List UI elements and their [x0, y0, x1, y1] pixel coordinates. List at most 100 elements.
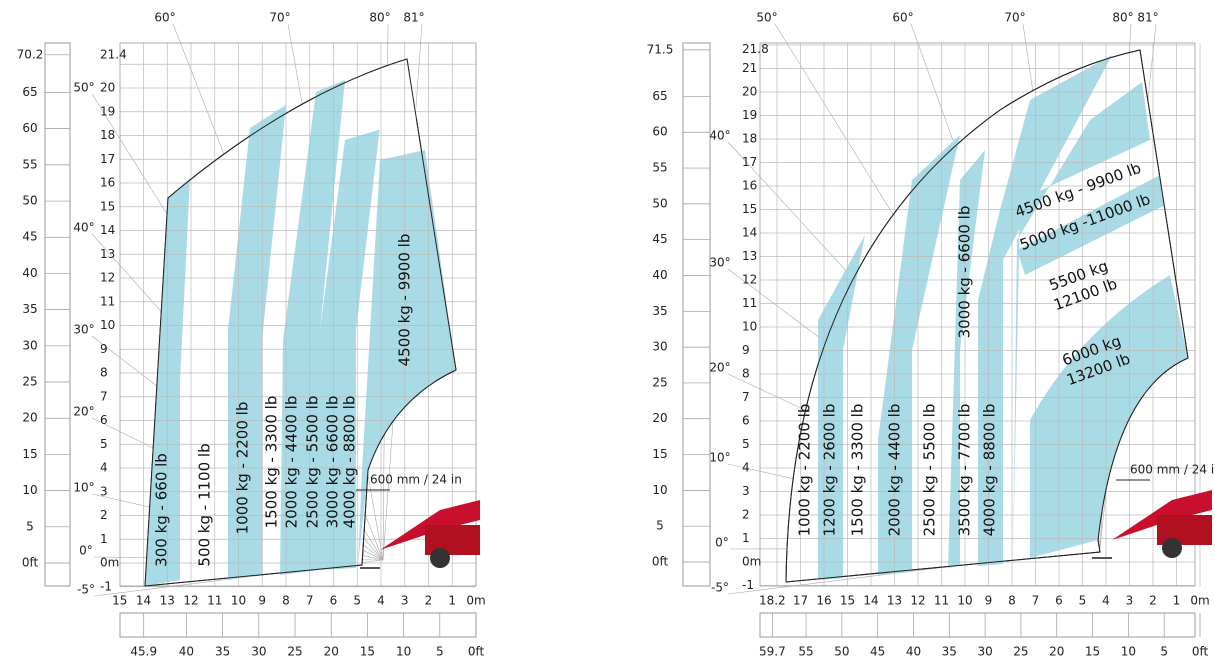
reach-ft-label: 20	[1049, 645, 1064, 659]
height-m-label: 3	[742, 484, 750, 498]
height-m-label: 21.8	[742, 42, 769, 56]
load-label: 3500 kg - 7700 lb	[956, 404, 974, 537]
load-label: 1000 kg - 2200 lb	[796, 404, 814, 537]
height-m-label: 2	[742, 508, 750, 522]
clearance-label: 600 mm / 24 in	[1130, 463, 1215, 477]
reach-ft-label: 40	[179, 645, 194, 659]
height-m-label: 8	[742, 367, 750, 381]
height-m-label: 11	[742, 296, 757, 310]
reach-ft-label: 5	[436, 645, 444, 659]
reach-ft-label: 35	[942, 645, 957, 659]
height-m-label: 5	[742, 437, 750, 451]
height-m-label: 21	[742, 61, 757, 75]
angle-label: 0°	[79, 544, 93, 558]
height-ft-label: 15	[652, 447, 667, 461]
angle-label: 30°	[73, 323, 94, 337]
reach-feet-scale	[119, 612, 477, 638]
grid-frame	[119, 42, 477, 587]
load-zone	[228, 105, 286, 580]
height-m-label: 13	[100, 247, 115, 261]
envelope-outline	[144, 58, 457, 587]
reach-m-label: 12	[183, 594, 198, 608]
machine-wheel	[430, 548, 450, 568]
load-zone	[878, 135, 960, 575]
reach-ft-label: 15	[1085, 645, 1100, 659]
reach-m-label: 4	[1102, 594, 1110, 608]
reach-m-label: 11	[207, 594, 222, 608]
machine-body	[425, 525, 480, 555]
reach-m-label: 9	[985, 594, 993, 608]
height-ft-label: 40	[652, 268, 667, 282]
reach-m-label: 16	[816, 594, 831, 608]
reach-ft-label: 15	[360, 645, 375, 659]
reach-m-label: 1	[448, 594, 456, 608]
load-label: 2500 kg - 5500 lb	[304, 396, 322, 529]
height-m-label: 21.4	[100, 47, 127, 61]
height-m-label: 3	[100, 484, 108, 498]
angle-label: 40°	[73, 221, 94, 235]
height-m-label: 4	[100, 461, 108, 475]
reach-ft-label: 5	[1160, 645, 1168, 659]
reach-ft-label: 55	[798, 645, 813, 659]
height-ft-label: 71.5	[647, 42, 674, 56]
height-m-label: 1	[100, 532, 108, 546]
load-zone	[978, 55, 1112, 566]
height-m-label: 2	[100, 508, 108, 522]
angle-label: 20°	[709, 361, 730, 375]
load-label: 1500 kg - 3300 lb	[849, 404, 867, 537]
load-label: 1000 kg - 2200 lb	[234, 402, 252, 535]
load-zone	[948, 150, 985, 568]
clearance-label: 600 mm / 24 in	[370, 473, 462, 487]
machine-body	[1157, 515, 1212, 545]
feet-scale	[682, 42, 711, 587]
reach-ft-label: 0ft	[468, 645, 485, 659]
reach-m-label: 9	[258, 594, 266, 608]
height-ft-label: 35	[22, 302, 37, 316]
height-m-label: 9	[100, 342, 108, 356]
reach-ft-label: 30	[977, 645, 992, 659]
reach-m-label: 0m	[1190, 594, 1209, 608]
angle-label: 10°	[73, 481, 94, 495]
height-ft-label: 0ft	[652, 555, 669, 569]
height-m-label: 6	[742, 414, 750, 428]
angle-label: 70°	[1004, 11, 1025, 25]
height-m-label: -1	[100, 579, 112, 593]
height-m-label: 13	[742, 249, 757, 263]
envelope-outline	[785, 49, 1189, 583]
load-label: 300 kg - 660 lb	[153, 453, 171, 567]
height-ft-label: 15	[22, 447, 37, 461]
reach-m-label: 0m	[466, 594, 485, 608]
load-zone	[1017, 175, 1165, 275]
load-zone	[280, 80, 345, 575]
reach-ft-label: 25	[287, 645, 302, 659]
angle-label: 30°	[709, 256, 730, 270]
reach-ft-label: 30	[251, 645, 266, 659]
height-ft-label: 30	[22, 338, 37, 352]
reach-m-label: 12	[910, 594, 925, 608]
angle-label: 10°	[709, 451, 730, 465]
reach-ft-label: 10	[1121, 645, 1136, 659]
reach-ft-label: 45.9	[130, 645, 157, 659]
angle-label: 80°	[369, 11, 390, 25]
reach-m-label: 3	[401, 594, 409, 608]
height-m-label: 7	[100, 389, 108, 403]
angle-label: 60°	[892, 11, 913, 25]
height-m-label: 12	[100, 271, 115, 285]
angle-label: 80°	[1112, 11, 1133, 25]
height-ft-label: 0ft	[22, 556, 39, 570]
height-ft-label: 45	[22, 230, 37, 244]
reach-m-label: 13	[887, 594, 902, 608]
angle-label: -5°	[77, 583, 95, 597]
height-ft-label: 5	[26, 519, 34, 533]
height-ft-label: 35	[652, 304, 667, 318]
angle-label: 70°	[269, 11, 290, 25]
height-ft-label: 55	[22, 157, 37, 171]
height-ft-label: 20	[652, 411, 667, 425]
reach-ft-label: 50	[834, 645, 849, 659]
reach-ft-label: 20	[324, 645, 339, 659]
reach-m-label: 1	[1173, 594, 1181, 608]
height-ft-label: 60	[652, 125, 667, 139]
angle-label: 81°	[1137, 11, 1158, 25]
height-ft-label: 70.2	[17, 47, 44, 61]
